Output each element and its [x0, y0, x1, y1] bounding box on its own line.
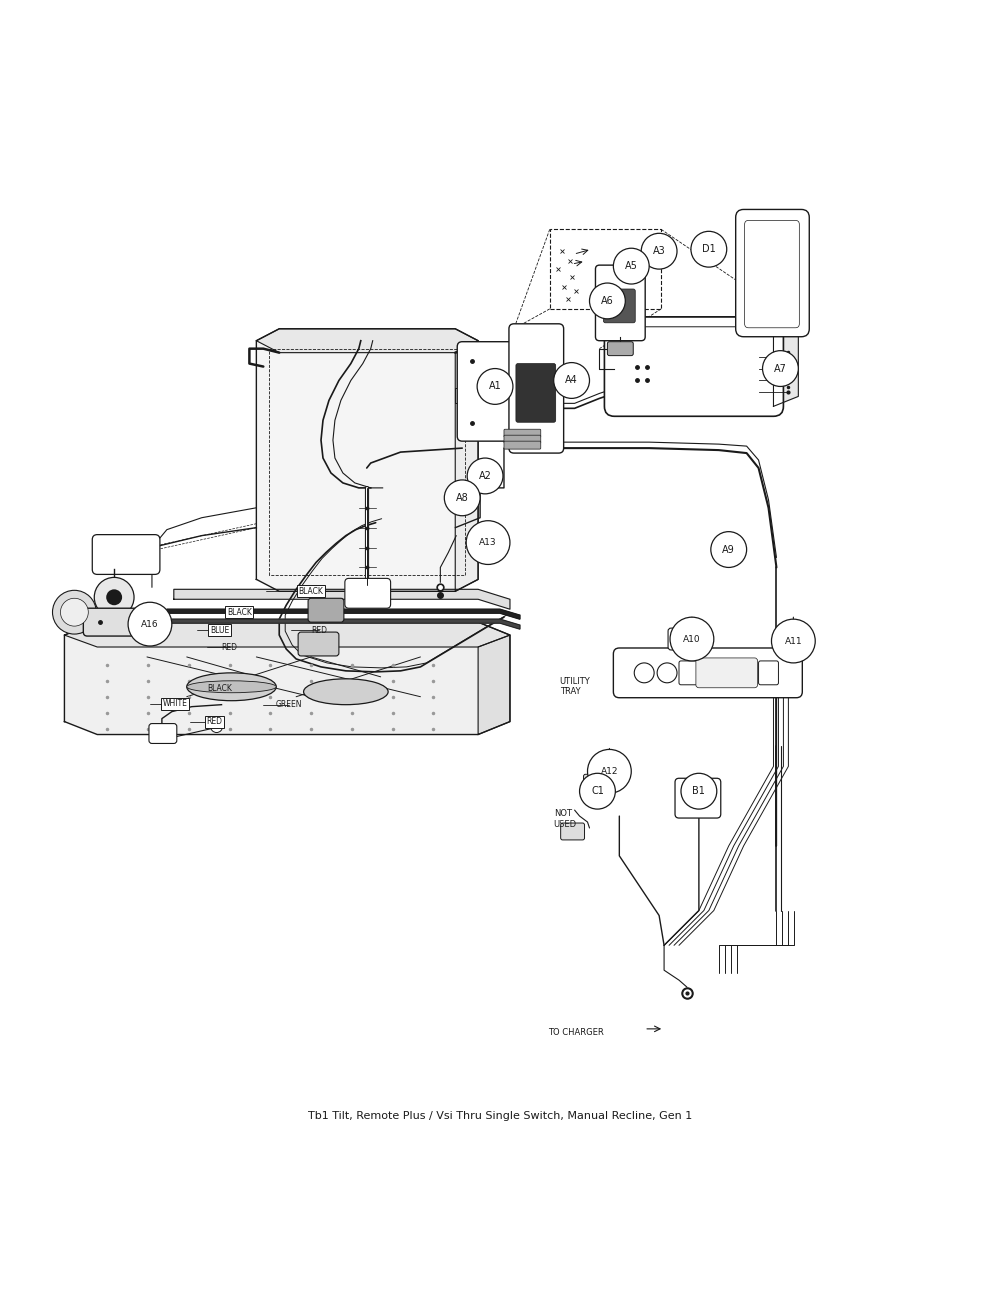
Text: A8: A8 [456, 493, 469, 503]
Circle shape [106, 589, 122, 606]
Circle shape [554, 362, 590, 399]
FancyBboxPatch shape [675, 778, 721, 818]
Polygon shape [455, 340, 478, 591]
FancyBboxPatch shape [83, 608, 159, 637]
Circle shape [681, 774, 717, 809]
FancyBboxPatch shape [149, 723, 177, 744]
FancyBboxPatch shape [457, 342, 515, 441]
Polygon shape [478, 635, 510, 735]
Ellipse shape [304, 679, 388, 705]
Text: TO CHARGER: TO CHARGER [548, 1029, 603, 1038]
Circle shape [466, 520, 510, 564]
Polygon shape [64, 622, 510, 735]
Circle shape [711, 532, 747, 568]
FancyBboxPatch shape [603, 770, 625, 785]
Text: A13: A13 [479, 538, 497, 547]
Text: A11: A11 [785, 637, 802, 646]
Polygon shape [167, 609, 520, 619]
FancyBboxPatch shape [504, 430, 541, 437]
Circle shape [211, 721, 223, 732]
Circle shape [467, 458, 503, 494]
Text: BLUE: BLUE [210, 625, 229, 634]
Circle shape [670, 617, 714, 661]
Text: A6: A6 [601, 296, 614, 305]
Circle shape [641, 233, 677, 269]
FancyBboxPatch shape [603, 289, 635, 322]
Text: A7: A7 [774, 364, 787, 374]
Text: Tb1 Tilt, Remote Plus / Vsi Thru Single Switch, Manual Recline, Gen 1: Tb1 Tilt, Remote Plus / Vsi Thru Single … [308, 1112, 692, 1122]
FancyBboxPatch shape [516, 364, 556, 422]
Circle shape [477, 369, 513, 404]
Circle shape [613, 248, 649, 283]
Text: UTILITY
TRAY: UTILITY TRAY [560, 677, 590, 696]
Text: A5: A5 [625, 261, 638, 272]
Circle shape [128, 602, 172, 646]
Text: A9: A9 [722, 545, 735, 555]
FancyBboxPatch shape [759, 661, 778, 685]
Ellipse shape [187, 673, 276, 700]
FancyBboxPatch shape [668, 628, 702, 650]
FancyBboxPatch shape [298, 631, 339, 656]
FancyBboxPatch shape [561, 823, 585, 840]
Circle shape [444, 480, 480, 516]
Text: NOT
USED: NOT USED [554, 809, 577, 828]
Text: C1: C1 [591, 787, 604, 796]
FancyBboxPatch shape [607, 342, 633, 356]
Text: B1: B1 [692, 787, 705, 796]
FancyBboxPatch shape [504, 435, 541, 443]
FancyBboxPatch shape [504, 441, 541, 449]
Text: WHITE: WHITE [162, 699, 187, 708]
Text: A2: A2 [479, 471, 492, 481]
FancyBboxPatch shape [584, 774, 605, 791]
FancyBboxPatch shape [92, 534, 160, 575]
Text: RED: RED [222, 643, 238, 651]
Circle shape [691, 232, 727, 267]
Ellipse shape [187, 681, 276, 692]
Circle shape [790, 631, 810, 651]
Polygon shape [256, 329, 478, 591]
Circle shape [580, 774, 615, 809]
FancyBboxPatch shape [736, 210, 809, 336]
Text: A1: A1 [489, 382, 501, 392]
Polygon shape [174, 589, 510, 609]
Text: BLACK: BLACK [299, 586, 323, 595]
Polygon shape [167, 619, 520, 629]
Polygon shape [773, 317, 798, 406]
FancyBboxPatch shape [679, 661, 699, 685]
Circle shape [94, 577, 134, 617]
Circle shape [657, 663, 677, 683]
FancyBboxPatch shape [613, 648, 802, 697]
FancyBboxPatch shape [509, 324, 564, 453]
FancyBboxPatch shape [696, 657, 758, 688]
FancyBboxPatch shape [604, 317, 783, 417]
Text: A4: A4 [565, 375, 578, 386]
Text: A16: A16 [141, 620, 159, 629]
Circle shape [763, 351, 798, 387]
Text: RED: RED [207, 717, 223, 726]
FancyBboxPatch shape [345, 578, 391, 608]
Text: BLACK: BLACK [227, 608, 252, 617]
FancyBboxPatch shape [595, 265, 645, 340]
Polygon shape [64, 622, 510, 647]
Bar [550, 229, 661, 309]
FancyBboxPatch shape [308, 598, 344, 622]
Polygon shape [256, 329, 478, 353]
Text: RED: RED [311, 625, 327, 634]
Circle shape [634, 663, 654, 683]
Circle shape [60, 598, 88, 626]
Polygon shape [614, 317, 798, 327]
Text: A10: A10 [683, 634, 701, 643]
Circle shape [52, 590, 96, 634]
Text: A3: A3 [653, 246, 665, 256]
Text: A12: A12 [601, 767, 618, 776]
Circle shape [590, 283, 625, 318]
Text: BLACK: BLACK [207, 685, 232, 694]
Circle shape [771, 619, 815, 663]
Circle shape [588, 749, 631, 793]
Text: GREEN: GREEN [276, 700, 302, 709]
Text: D1: D1 [702, 245, 716, 254]
